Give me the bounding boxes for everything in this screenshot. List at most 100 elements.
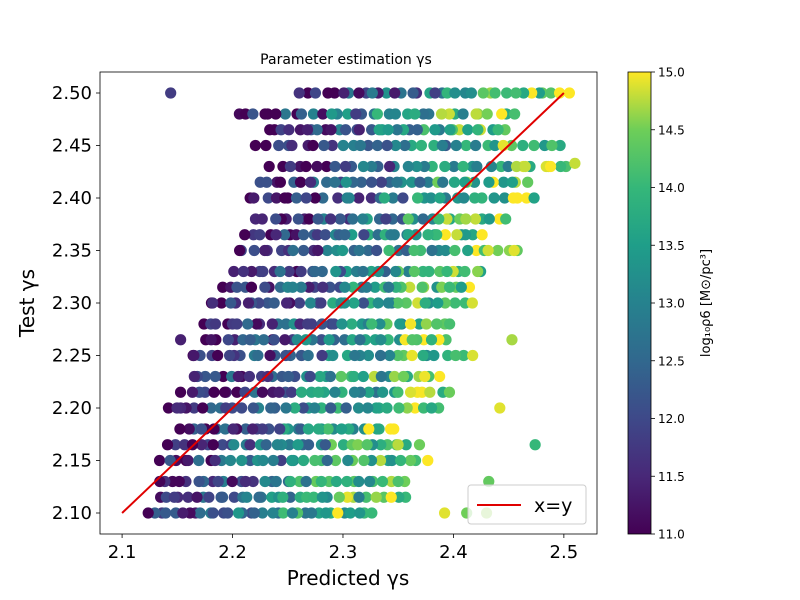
data-point [342,454,354,467]
data-point [259,108,271,120]
data-point [188,349,200,362]
data-point [529,439,541,451]
data-point [205,334,217,346]
colorbar-tick-label: 12.0 [658,412,685,426]
data-point [188,370,200,383]
y-tick-label: 2.25 [52,346,92,367]
data-point [231,386,243,398]
data-point [249,139,261,152]
data-point [401,402,413,414]
data-point [287,244,299,257]
data-point [262,192,274,204]
data-point [173,475,185,488]
data-point [353,475,365,488]
data-point [338,297,351,309]
data-point [266,318,278,330]
data-point [316,349,328,362]
data-point [443,386,456,398]
data-point [197,402,209,414]
data-point [270,213,282,225]
data-point [408,265,420,278]
data-point [388,370,401,383]
data-point [191,491,203,503]
data-point [373,124,385,136]
data-point [250,318,263,330]
data-point [256,507,269,519]
data-point [353,491,365,503]
data-point [209,454,221,467]
data-point [363,386,375,398]
data-point [295,265,307,278]
data-point [212,475,224,488]
data-point [263,160,275,173]
data-point [544,160,557,173]
data-point [258,334,270,346]
data-point [402,229,415,241]
data-point [256,423,268,435]
data-point [304,297,317,309]
data-point [297,244,310,257]
data-point [375,176,387,188]
data-point [545,87,557,99]
data-point [207,507,219,519]
data-point [365,160,378,173]
data-point [391,176,403,188]
data-point [274,265,286,278]
data-point [425,192,437,204]
data-point [232,370,244,383]
data-point [508,244,520,257]
data-point [260,439,272,451]
data-point [494,402,506,414]
data-point [372,297,384,309]
data-point [279,192,291,204]
x-tick-label: 2.1 [108,542,137,563]
data-point [481,108,493,120]
data-point [425,334,438,346]
data-point [257,454,269,467]
data-point [334,213,346,225]
data-point [175,334,187,346]
data-point [239,475,252,488]
data-point [502,160,514,173]
data-point [392,475,404,488]
data-point [292,439,304,451]
data-point [209,370,221,383]
data-point [426,160,438,173]
data-point [470,108,482,120]
data-point [280,402,292,414]
data-point [329,386,341,398]
data-point [469,192,481,204]
data-point [279,334,291,346]
data-point [243,370,256,383]
data-point [450,349,462,362]
data-point [554,139,566,152]
data-point [392,349,404,362]
data-point [469,213,482,225]
data-point [409,402,421,414]
data-point [526,87,538,99]
data-point [389,87,401,99]
data-point [418,160,431,173]
data-point [374,349,387,362]
data-point [307,108,320,120]
data-point [353,244,365,257]
data-point [404,454,417,467]
data-point [286,139,298,152]
data-point [217,281,229,293]
y-tick-label: 2.10 [52,503,92,524]
colorbar-label: log₁₀ρ6 [M⊙/pc³] [699,249,714,357]
data-point [417,213,429,225]
data-point [463,281,476,293]
data-point [431,318,443,330]
data-point [395,454,407,467]
data-point [247,108,259,120]
data-point [317,108,329,120]
data-point [358,229,370,241]
data-point [408,244,420,257]
data-point [177,507,189,519]
data-point [216,439,229,451]
data-point [506,334,518,346]
data-point [517,139,529,152]
data-point [500,213,512,225]
data-point [546,139,558,152]
